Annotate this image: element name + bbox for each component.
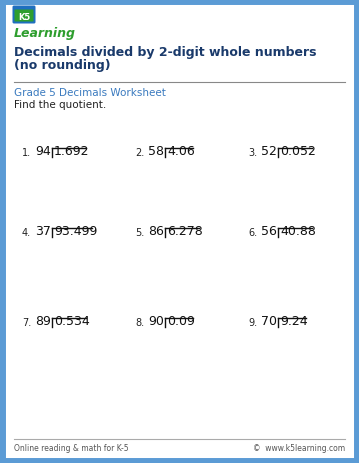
Text: 0.09: 0.09 bbox=[167, 314, 195, 327]
FancyBboxPatch shape bbox=[13, 6, 36, 25]
Text: Find the quotient.: Find the quotient. bbox=[14, 100, 106, 110]
Text: 6.: 6. bbox=[248, 227, 257, 238]
Text: 40.88: 40.88 bbox=[280, 225, 316, 238]
Text: Grade 5 Decimals Worksheet: Grade 5 Decimals Worksheet bbox=[14, 88, 166, 98]
Text: 86: 86 bbox=[148, 225, 164, 238]
Text: 37: 37 bbox=[35, 225, 51, 238]
Text: 2.: 2. bbox=[135, 148, 144, 158]
Text: ©  www.k5learning.com: © www.k5learning.com bbox=[253, 443, 345, 452]
Text: 89: 89 bbox=[35, 314, 51, 327]
Text: 7.: 7. bbox=[22, 317, 31, 327]
Text: 93.499: 93.499 bbox=[54, 225, 97, 238]
Text: 9.: 9. bbox=[248, 317, 257, 327]
FancyBboxPatch shape bbox=[14, 11, 33, 22]
Text: 0.052: 0.052 bbox=[280, 144, 316, 158]
Text: Decimals divided by 2-digit whole numbers: Decimals divided by 2-digit whole number… bbox=[14, 46, 317, 59]
Text: 4.06: 4.06 bbox=[167, 144, 195, 158]
Text: 70: 70 bbox=[261, 314, 277, 327]
Text: 3.: 3. bbox=[248, 148, 257, 158]
Text: 90: 90 bbox=[148, 314, 164, 327]
Text: 6.278: 6.278 bbox=[167, 225, 203, 238]
Text: 1.: 1. bbox=[22, 148, 31, 158]
Text: 58: 58 bbox=[148, 144, 164, 158]
Text: 5.: 5. bbox=[135, 227, 144, 238]
Text: 94: 94 bbox=[35, 144, 51, 158]
Text: 52: 52 bbox=[261, 144, 277, 158]
Text: 4.: 4. bbox=[22, 227, 31, 238]
Text: (no rounding): (no rounding) bbox=[14, 59, 111, 72]
Text: Online reading & math for K-5: Online reading & math for K-5 bbox=[14, 443, 129, 452]
Text: 0.534: 0.534 bbox=[54, 314, 90, 327]
Text: K5: K5 bbox=[18, 13, 30, 22]
Text: 1.692: 1.692 bbox=[54, 144, 89, 158]
Text: 9.24: 9.24 bbox=[280, 314, 308, 327]
Text: 8.: 8. bbox=[135, 317, 144, 327]
Text: 56: 56 bbox=[261, 225, 277, 238]
Text: Learning: Learning bbox=[14, 27, 76, 40]
